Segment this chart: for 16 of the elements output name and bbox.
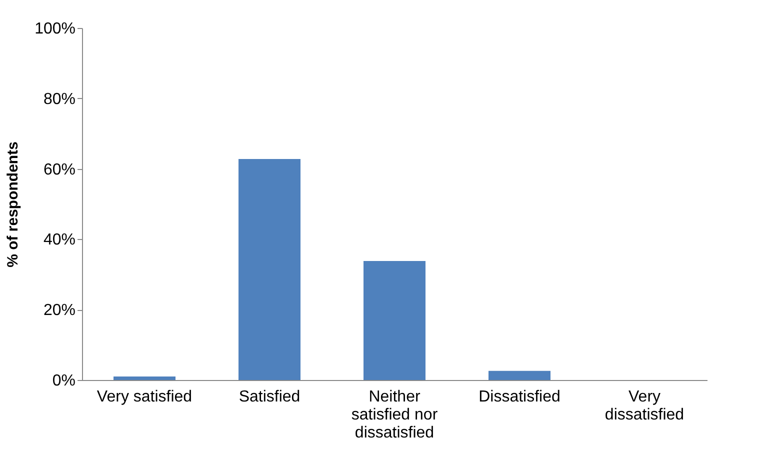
x-tick-label: Satisfied (238, 388, 300, 406)
y-axis-title: % of respondents (4, 142, 22, 268)
bar (238, 158, 300, 380)
y-tick-label: 40% (43, 232, 76, 249)
y-tick-label: 20% (43, 302, 76, 320)
x-tick-label: Dissatisfied (478, 388, 560, 406)
bar (364, 261, 426, 380)
x-tick-label: Neither satisfied nor dissatisfied (351, 388, 438, 442)
y-tick-label: 100% (34, 20, 76, 38)
x-tick-label: Very dissatisfied (604, 388, 684, 424)
y-tick-label: 60% (43, 161, 76, 178)
y-tick-label: 80% (43, 90, 76, 108)
y-tick-label: 0% (52, 372, 76, 390)
bar (114, 376, 176, 380)
bar (488, 370, 550, 380)
x-tick-label: Very satisfied (96, 388, 192, 406)
